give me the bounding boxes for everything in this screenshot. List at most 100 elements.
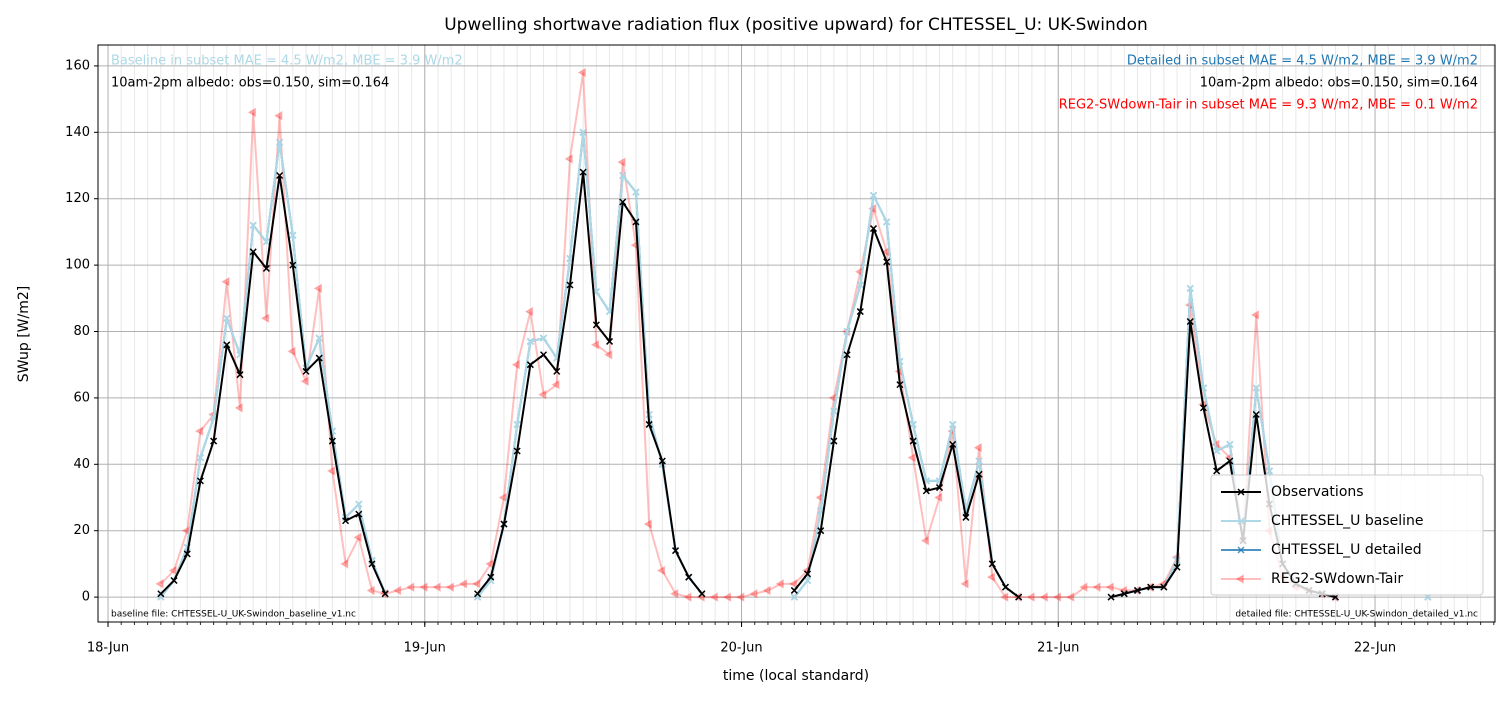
marker	[513, 447, 521, 455]
x-tick-label: 18-Jun	[87, 641, 129, 656]
marker	[920, 535, 930, 546]
marker	[406, 582, 415, 592]
marker	[632, 188, 640, 196]
marker	[355, 510, 363, 518]
marker	[262, 238, 270, 246]
marker	[709, 592, 718, 602]
file-note: baseline file: CHTESSEL-U_UK-Swindon_bas…	[111, 610, 356, 620]
marker	[1105, 582, 1114, 592]
marker	[1026, 592, 1035, 602]
marker	[1015, 593, 1023, 601]
marker	[313, 283, 322, 294]
marker	[1001, 583, 1010, 591]
marker	[577, 67, 586, 78]
y-tick-label: 120	[65, 191, 90, 206]
marker	[619, 171, 627, 180]
marker	[500, 520, 508, 528]
marker	[883, 258, 891, 266]
marker	[302, 367, 310, 375]
marker	[1052, 592, 1062, 602]
marker	[566, 281, 574, 289]
x-tick-label: 22-Jun	[1354, 641, 1396, 656]
x-tick-label: 20-Jun	[720, 641, 762, 656]
marker	[749, 588, 758, 599]
y-tick-label: 20	[73, 523, 90, 538]
marker	[790, 586, 798, 594]
legend-label: CHTESSEL_U detailed	[1271, 542, 1422, 558]
marker	[1160, 583, 1168, 591]
marker	[524, 306, 534, 317]
marker	[170, 576, 178, 585]
marker	[234, 403, 243, 413]
x-tick-label: 21-Jun	[1037, 641, 1079, 656]
y-tick-label: 0	[82, 590, 90, 605]
marker	[975, 457, 983, 465]
marker	[856, 308, 864, 316]
legend-label: CHTESSEL_U baseline	[1271, 513, 1423, 529]
marker	[645, 420, 653, 428]
marker	[1211, 439, 1220, 450]
y-tick-label: 140	[65, 125, 90, 140]
marker	[340, 559, 349, 569]
marker	[672, 547, 680, 555]
marker	[617, 157, 626, 167]
marker	[223, 341, 231, 349]
marker	[538, 389, 547, 400]
x-tick-label: 19-Jun	[404, 641, 446, 656]
marker	[1265, 467, 1273, 475]
marker	[498, 492, 507, 503]
marker	[196, 454, 204, 462]
marker	[553, 367, 561, 375]
marker	[1120, 590, 1128, 598]
legend-box	[1210, 474, 1484, 596]
marker	[1250, 310, 1259, 320]
marker	[1173, 563, 1181, 571]
marker	[194, 426, 204, 436]
legend-label: Observations	[1271, 484, 1364, 500]
marker	[1186, 318, 1194, 326]
marker	[221, 276, 230, 287]
marker	[487, 573, 495, 581]
marker	[869, 225, 878, 233]
marker	[843, 327, 851, 336]
marker	[1039, 592, 1048, 602]
marker	[1252, 410, 1260, 419]
x-axis-label: time (local standard)	[723, 668, 869, 684]
y-tick-label: 100	[65, 258, 90, 273]
marker	[276, 138, 284, 146]
marker	[196, 477, 204, 485]
marker	[1237, 517, 1245, 525]
marker	[353, 532, 362, 543]
marker	[722, 592, 732, 602]
marker	[1199, 404, 1207, 412]
marker	[579, 168, 587, 176]
marker	[828, 393, 837, 403]
marker	[1186, 284, 1194, 292]
marker	[368, 560, 376, 568]
annotation: Baseline in subset MAE = 4.5 W/m2, MBE =…	[111, 54, 463, 69]
marker	[643, 519, 652, 529]
marker	[590, 339, 600, 350]
marker	[181, 525, 190, 536]
marker	[551, 379, 560, 390]
y-tick-label: 80	[73, 324, 90, 339]
marker	[698, 590, 706, 598]
marker	[683, 592, 692, 602]
marker	[1092, 582, 1101, 592]
y-tick-label: 60	[73, 390, 90, 405]
marker	[960, 579, 969, 589]
marker	[869, 191, 878, 199]
marker	[1252, 384, 1260, 392]
marker	[935, 484, 944, 492]
marker	[458, 579, 468, 589]
marker	[1079, 582, 1088, 592]
marker	[788, 579, 798, 589]
marker	[1237, 488, 1245, 496]
marker	[1000, 592, 1009, 602]
marker	[896, 381, 904, 389]
marker	[183, 550, 191, 558]
y-tick-label: 40	[73, 457, 90, 472]
marker	[526, 337, 534, 345]
marker	[973, 442, 982, 453]
